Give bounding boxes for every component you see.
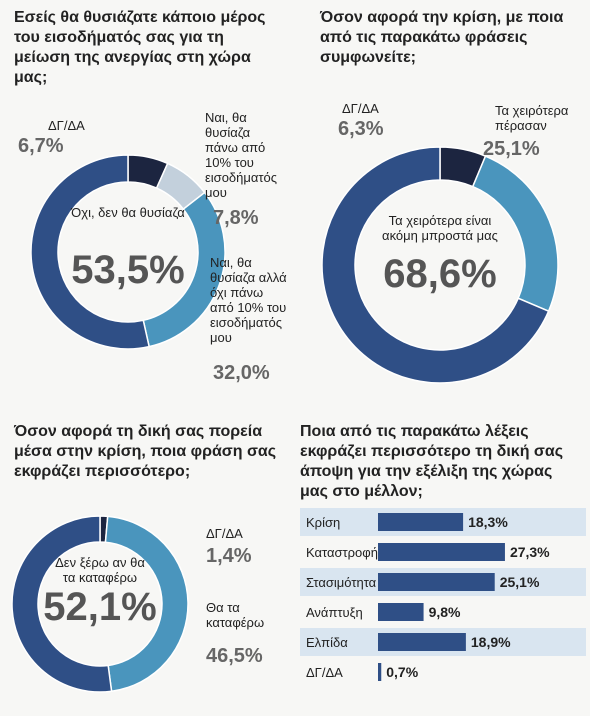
donut-segment — [30, 154, 151, 350]
category-label: Ανάπτυξη — [306, 605, 363, 620]
bar-value: 25,1% — [499, 574, 540, 590]
category-label: ΔΓ/ΔΑ — [306, 665, 343, 680]
bar — [378, 543, 505, 561]
bar-value: 18,9% — [470, 634, 511, 650]
segment-value: 1,4% — [206, 545, 252, 567]
center-label: Δεν ξέρω αν θα τα καταφέρω — [55, 555, 145, 585]
center-value: 68,6% — [383, 252, 497, 296]
donut-segment — [321, 146, 550, 384]
donut-segment — [104, 515, 189, 693]
segment-label: Ναι, θα θυσίαζα αλλά όχι πάνω από 10% το… — [210, 255, 287, 345]
segment-label: ΔΓ/ΔΑ — [342, 101, 379, 116]
segment-value: 46,5% — [206, 645, 263, 667]
bar — [378, 663, 382, 681]
bar — [378, 573, 495, 591]
bar-value: 18,3% — [468, 514, 508, 530]
center-value: 52,1% — [43, 585, 157, 629]
center-value: 53,5% — [71, 248, 185, 292]
segment-value: 32,0% — [213, 362, 270, 384]
bar-value: 27,3% — [509, 544, 550, 560]
category-label: Κρίση — [306, 515, 341, 530]
center-label: Όχι, δεν θα θυσίαζα — [71, 205, 185, 220]
chart-title: Όσον αφορά τη δική σας πορεία μέσα στην … — [14, 423, 277, 480]
category-label: Στασιμότητα — [306, 575, 377, 590]
donut-segment — [11, 515, 113, 693]
bar — [378, 513, 464, 531]
bar — [378, 633, 466, 651]
chart-title: Όσον αφορά την κρίση, με ποια από τις πα… — [320, 9, 564, 66]
category-label: Ελπίδα — [306, 635, 348, 650]
category-label: Καταστροφή — [306, 545, 378, 560]
segment-value: 7,8% — [213, 207, 259, 229]
segment-label: Ναι, θα θυσίαζα πάνω από 10% του εισοδήμ… — [205, 110, 278, 200]
segment-label: ΔΓ/ΔΑ — [206, 526, 243, 541]
chart-title: Ποια από τις παρακάτω λέξεις εκφράζει πε… — [300, 423, 564, 500]
segment-value: 25,1% — [483, 138, 540, 160]
center-label: Τα χειρότερα είναι ακόμη μπροστά μας — [382, 213, 498, 243]
bar-value: 9,8% — [428, 604, 461, 620]
segment-value: 6,3% — [338, 118, 384, 140]
bar — [378, 603, 424, 621]
chart-title: Εσείς θα θυσιάζατε κάποιο μέρος του εισο… — [14, 9, 266, 86]
segment-label: Θα τα καταφέρω — [206, 600, 265, 630]
segment-label: ΔΓ/ΔΑ — [48, 118, 85, 133]
bar-value: 0,7% — [386, 664, 419, 680]
segment-label: Τα χειρότερα πέρασαν — [495, 103, 569, 133]
segment-value: 6,7% — [18, 135, 64, 157]
